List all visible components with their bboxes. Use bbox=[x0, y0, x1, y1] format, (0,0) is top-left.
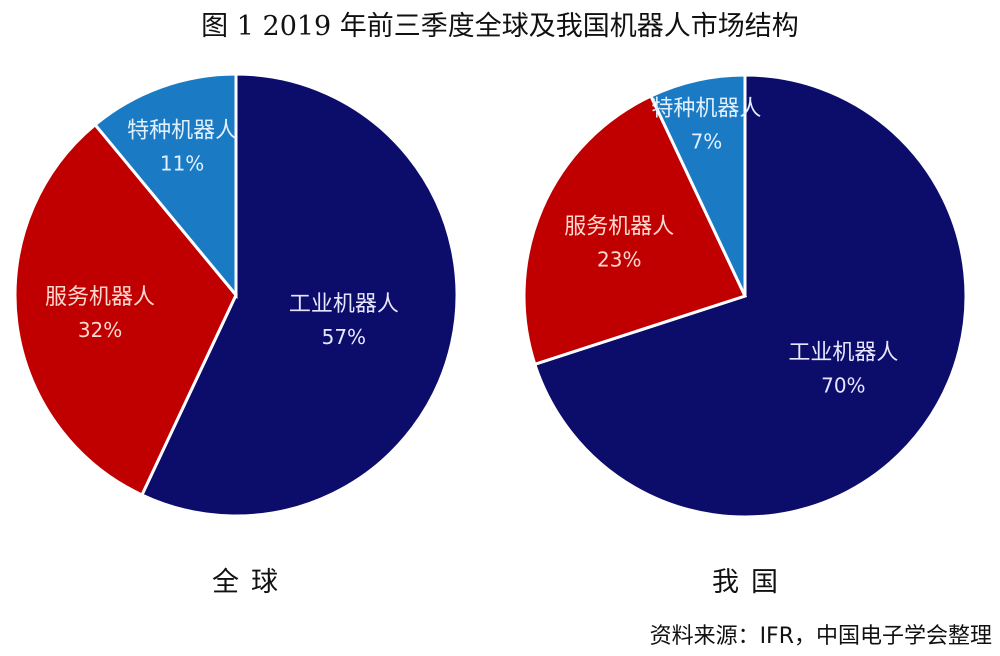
pie-slice-0-2 bbox=[93, 72, 238, 300]
slice-value-0-0: 57% bbox=[322, 325, 366, 349]
slice-value-0-2: 11% bbox=[160, 151, 204, 175]
slice-value-1-2: 7% bbox=[691, 129, 723, 153]
slice-value-1-0: 70% bbox=[821, 373, 865, 397]
slice-label-1-1: 服务机器人 bbox=[564, 215, 674, 240]
slice-value-0-1: 32% bbox=[78, 318, 122, 342]
slice-label-0-2: 特种机器人 bbox=[127, 118, 237, 143]
source-note: 资料来源：IFR，中国电子学会整理 bbox=[649, 624, 992, 649]
pie-slice-0-1 bbox=[13, 122, 238, 497]
caption-china: 我国 bbox=[712, 567, 790, 598]
slice-value-1-1: 23% bbox=[597, 248, 641, 272]
caption-global: 全球 bbox=[212, 567, 290, 598]
slice-label-0-1: 服务机器人 bbox=[45, 285, 155, 310]
slice-label-1-0: 工业机器人 bbox=[788, 340, 898, 365]
pie-slice-1-1 bbox=[522, 94, 748, 367]
pie-slice-1-2 bbox=[648, 73, 747, 297]
slice-label-0-0: 工业机器人 bbox=[289, 292, 399, 317]
slice-label-1-2: 特种机器人 bbox=[651, 96, 761, 121]
chart-title: 图 1 2019 年前三季度全球及我国机器人市场结构 bbox=[201, 11, 799, 42]
pie-slice-1-0 bbox=[532, 73, 968, 519]
pie-slice-0-0 bbox=[139, 72, 459, 518]
